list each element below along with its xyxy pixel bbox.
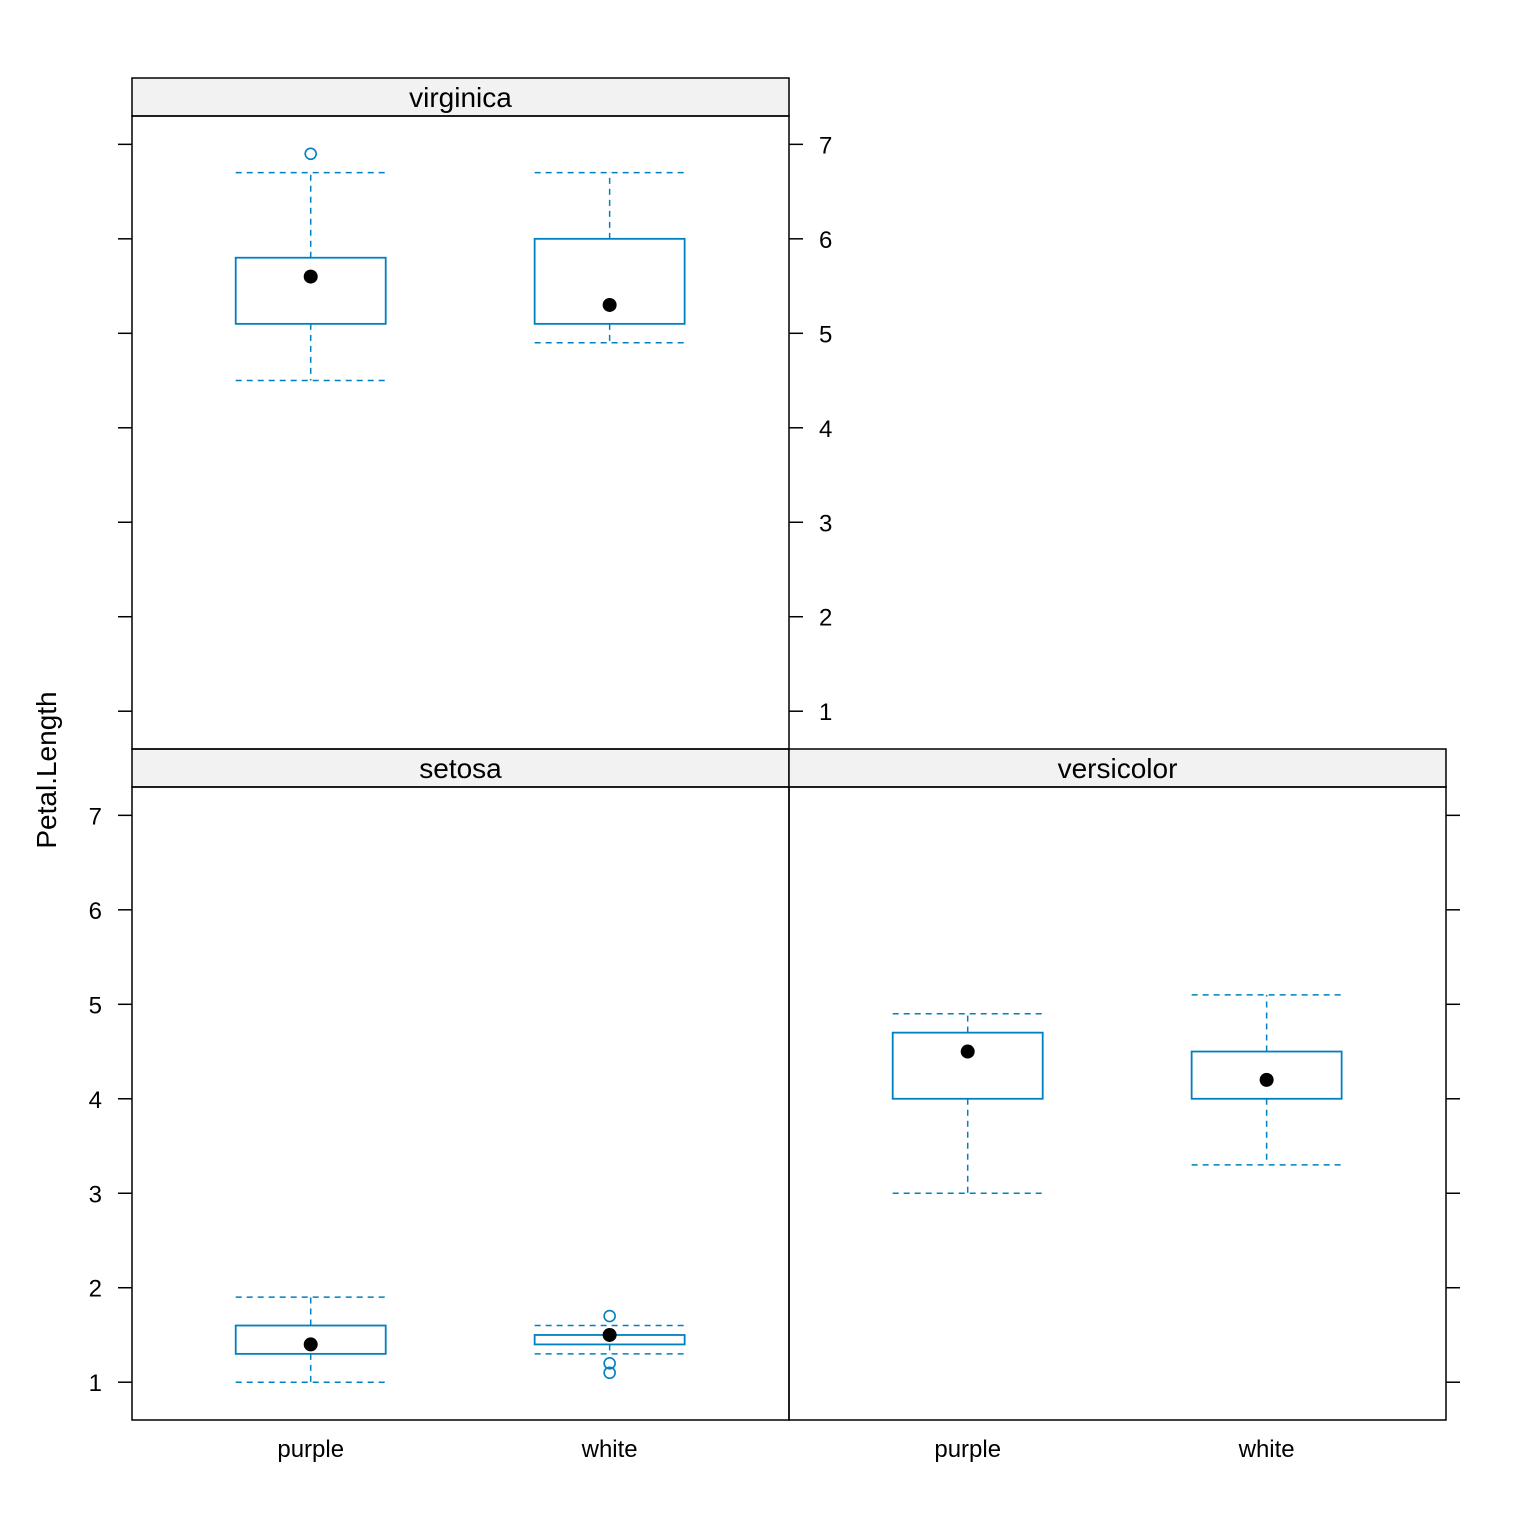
y-tick-label-right-7: 7	[819, 132, 832, 159]
median-dot-virginica-purple	[303, 269, 318, 284]
outlier-setosa-white-2	[603, 1366, 616, 1380]
y-tick-label-right-4: 4	[819, 416, 832, 443]
y-tick-label-left-7: 7	[89, 803, 102, 830]
strip-label-virginica: virginica	[409, 82, 512, 113]
y-tick-label-right-3: 3	[819, 510, 832, 537]
box-versicolor-purple	[891, 1031, 1044, 1100]
panel-frame-setosa	[131, 786, 790, 1421]
outlier-virginica-purple-0	[304, 147, 318, 161]
panel-frame-virginica	[131, 115, 790, 750]
outlier-setosa-white-0	[603, 1309, 616, 1323]
strip-label-versicolor: versicolor	[1058, 753, 1178, 784]
strip-label-setosa: setosa	[419, 753, 502, 784]
median-dot-setosa-white	[602, 1327, 617, 1342]
x-tick-label-setosa-purple: purple	[277, 1436, 344, 1463]
y-tick-label-left-1: 1	[89, 1370, 102, 1397]
y-tick-label-right-1: 1	[819, 699, 832, 726]
y-tick-label-left-5: 5	[89, 992, 102, 1019]
median-dot-setosa-purple	[303, 1337, 318, 1352]
y-tick-label-left-6: 6	[89, 898, 102, 925]
y-tick-label-left-4: 4	[89, 1087, 102, 1114]
y-tick-label-left-2: 2	[89, 1276, 102, 1303]
y-tick-label-right-2: 2	[819, 605, 832, 632]
panels-layer: setosa 1 2 3 4 5 6 7 purple white versicolor purple…	[89, 77, 1460, 1463]
panel-frame-versicolor	[788, 786, 1447, 1421]
x-tick-label-versicolor-purple: purple	[934, 1436, 1001, 1463]
x-tick-label-setosa-white: white	[581, 1436, 638, 1463]
outlier-setosa-white-1	[603, 1357, 616, 1370]
y-tick-label-right-6: 6	[819, 227, 832, 254]
x-tick-label-versicolor-white: white	[1238, 1436, 1295, 1463]
median-dot-versicolor-purple	[960, 1044, 975, 1059]
strip-virginica	[131, 77, 790, 117]
y-axis-title: Petal.Length	[31, 691, 62, 848]
box-virginica-purple	[234, 256, 387, 325]
y-tick-label-left-3: 3	[89, 1181, 102, 1208]
median-dot-versicolor-white	[1259, 1072, 1274, 1087]
strip-setosa	[131, 748, 790, 788]
median-dot-virginica-white	[602, 297, 617, 312]
y-tick-label-right-5: 5	[819, 321, 832, 348]
